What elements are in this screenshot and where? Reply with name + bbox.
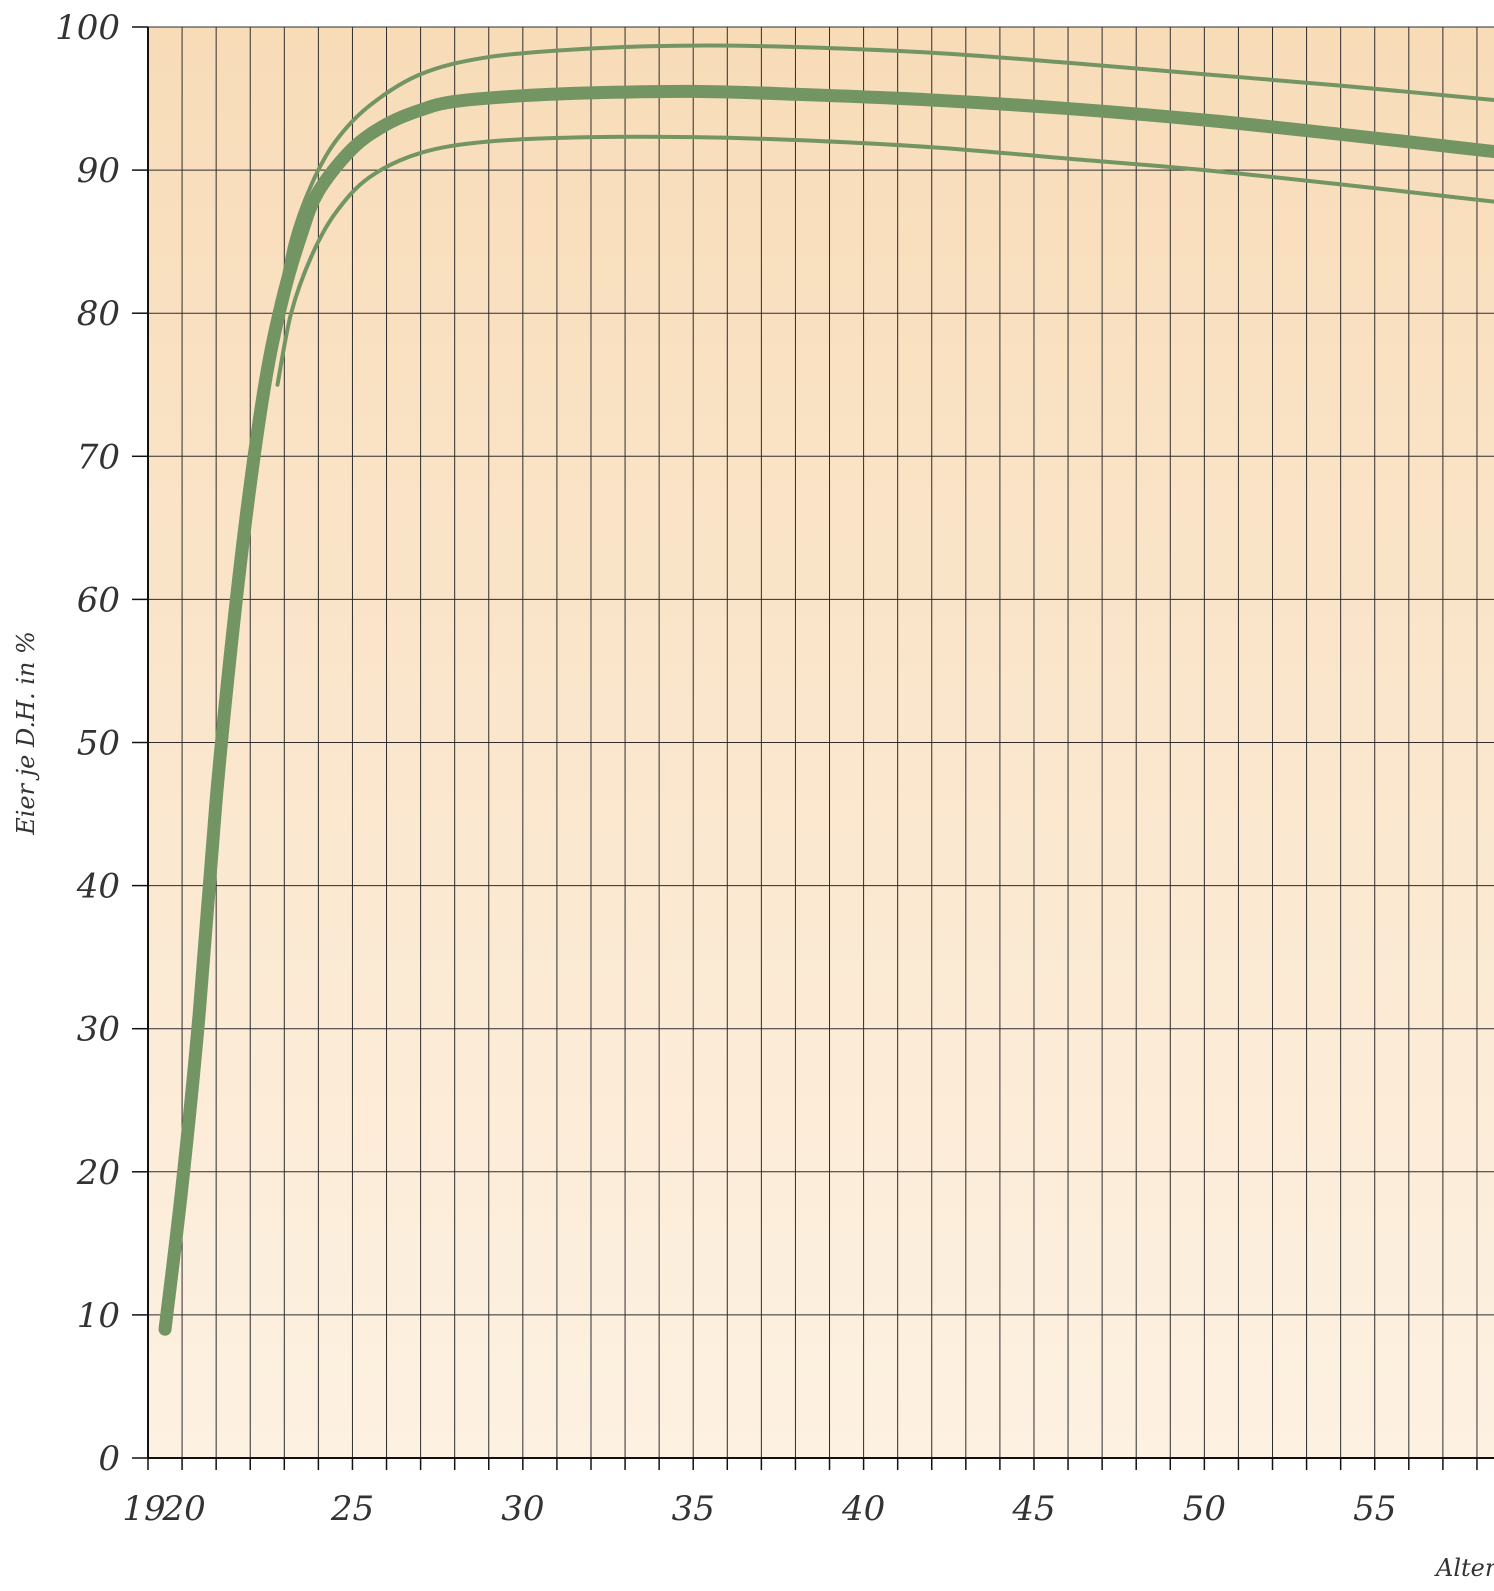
series-line-upper (275, 43, 1494, 316)
series-lines (158, 43, 1494, 1336)
y-tick-label: 60 (77, 580, 120, 620)
y-tick-label: 70 (77, 437, 120, 477)
y-tick-label: 0 (98, 1439, 120, 1479)
x-tick-label: 20 (161, 1489, 205, 1529)
x-tick-label: 55 (1353, 1489, 1396, 1529)
y-tick-label: 30 (77, 1010, 120, 1050)
x-tick-label: 19 (122, 1489, 165, 1529)
x-tick-label: 45 (1011, 1489, 1055, 1529)
x-tick-label: 30 (501, 1489, 544, 1529)
y-tick-label: 40 (76, 867, 120, 907)
grid-lines (148, 26, 1494, 1458)
y-tick-labels: 0 10 20 30 40 50 60 70 80 90 100 (55, 8, 120, 1479)
y-tick-label: 90 (77, 151, 120, 191)
y-tick-label: 100 (55, 8, 120, 48)
x-tick-label: 50 (1183, 1489, 1226, 1529)
series-line-main (158, 84, 1494, 1336)
x-tick-label: 25 (330, 1489, 374, 1529)
y-tick-label: 10 (77, 1296, 120, 1336)
y-tick-label: 80 (77, 294, 120, 334)
x-tick-label: 40 (841, 1489, 885, 1529)
axes (132, 26, 1494, 1470)
y-tick-label: 50 (77, 724, 120, 764)
y-axis-title: Eier je D.H. in % (12, 631, 40, 836)
series-line-lower (275, 134, 1494, 387)
x-tick-label: 35 (672, 1489, 715, 1529)
x-axis-title: Alter (1434, 1554, 1494, 1582)
y-tick-label: 20 (76, 1153, 120, 1193)
